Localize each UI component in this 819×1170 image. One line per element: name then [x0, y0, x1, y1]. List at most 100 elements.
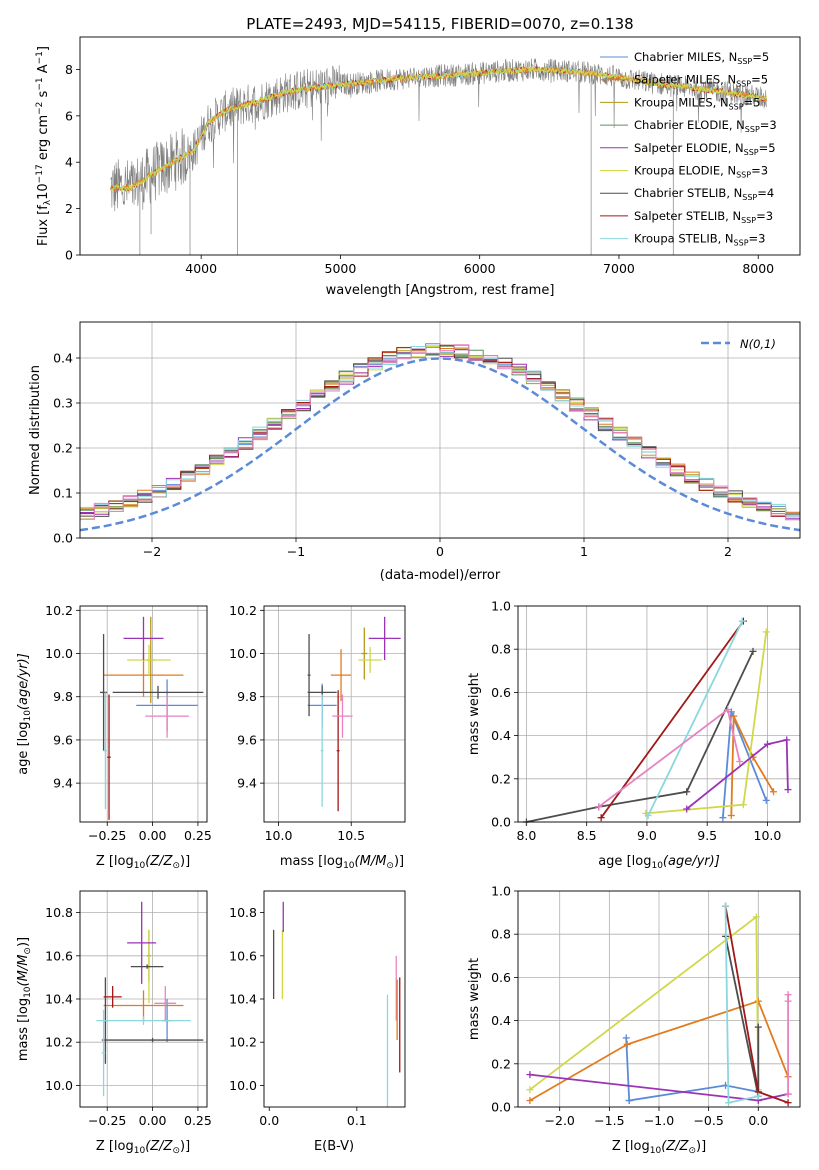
age-vs-mass-grid	[264, 606, 405, 822]
mass-vs-EBV-y-tick-label: 10.0	[229, 1078, 257, 1093]
mass-vs-EBV-y-tick-label: 10.6	[229, 948, 257, 963]
age-vs-mass-y-tick-label: 10.0	[229, 646, 257, 661]
residual-plot-area: −2 −1 0 1 2 0.0 0.1 0.2 0.3 0.4	[53, 322, 800, 559]
spectrum-x-tick-label: 8000	[742, 261, 774, 276]
mass-vs-Z-y-tick-label: 10.8	[45, 905, 73, 920]
weight-vs-age-x-tick-label: 8.0	[516, 828, 536, 843]
weight-age-x-label: age [log10(age/yr)]	[598, 854, 720, 871]
legend-label: Kroupa STELIB, NSSP=3	[634, 232, 765, 248]
weight-vs-age-y-tick-label: 0.4	[491, 728, 511, 743]
weight-vs-Z-lines	[526, 902, 792, 1107]
residuals-y-tick-label: 0.4	[53, 351, 73, 366]
legend-label: Salpeter MILES, NSSP=5	[634, 73, 768, 89]
residual-frame	[79, 321, 801, 539]
age-vs-Z-x-tick-label: 0.25	[184, 828, 212, 843]
weight-vs-age-y-tick-label: 0.0	[491, 815, 511, 830]
mass-vs-Z-points	[96, 901, 204, 1097]
mass-vs-extinction-panel: 0.0 0.1 10.0 10.2 10.4 10.6 10.8 E(B-V)	[229, 890, 406, 1154]
age-vs-Z-y-tick-label: 10.2	[45, 603, 73, 618]
age-vs-mass-y-tick-label: 9.6	[237, 732, 257, 747]
mass-Z-y-label: mass [log10(M/M⊙)]	[16, 937, 33, 1061]
mass-vs-EBV-y-tick-label: 10.8	[229, 905, 257, 920]
mass-Z-x-label: Z [log10(Z/Z⊙)]	[96, 1139, 190, 1156]
mass-vs-EBV-x-tick-label: 0.1	[347, 1113, 367, 1128]
legend-label: Chabrier STELIB, NSSP=4	[634, 186, 774, 202]
age-vs-Z-x-tick-label: 0.00	[139, 828, 167, 843]
spectrum-x-tick-label: 4000	[185, 261, 217, 276]
mass-EBV-frame	[263, 890, 406, 1108]
spectrum-y-tick-label: 8	[65, 62, 73, 77]
age-vs-Z-y-tick-label: 9.4	[53, 776, 73, 791]
residuals-y-tick-label: 0.2	[53, 441, 73, 456]
age-Z-x-label: Z [log10(Z/Z⊙)]	[96, 854, 190, 871]
weight-vs-age-x-tick-label: 9.5	[697, 828, 717, 843]
residuals-x-tick-label: 2	[724, 544, 732, 559]
age-vs-mass-x-tick-label: 10.0	[265, 828, 293, 843]
weight-vs-Z-y-tick-label: 0.8	[491, 927, 511, 942]
weight-line	[724, 936, 760, 1097]
residuals-y-tick-label: 0.1	[53, 486, 73, 501]
spectrum-frame	[79, 36, 801, 256]
residuals-y-tick-label: 0.3	[53, 396, 73, 411]
legend-label: Kroupa MILES, NSSP=5	[634, 95, 760, 111]
residual-histogram-step	[80, 344, 800, 521]
weight-vs-age-panel: 8.0 8.5 9.0 9.5 10.0 0.0 0.2 0.4 0.6 0.8 1.0 age […	[467, 599, 801, 871]
residual-histogram-panel: −2 −1 0 1 2 0.0 0.1 0.2 0.3 0.4 (data-model)/erro…	[28, 321, 801, 583]
weight-vs-age-y-tick-label: 1.0	[491, 599, 511, 614]
weight-vs-age-x-tick-label: 10.0	[754, 828, 782, 843]
age-vs-Z-y-tick-label: 9.6	[53, 732, 73, 747]
weight-vs-Z-y-tick-label: 0.6	[491, 970, 511, 985]
weight-vs-Z-y-tick-label: 0.4	[491, 1013, 511, 1028]
age-vs-mass-x-tick-label: 10.5	[337, 828, 365, 843]
weight-vs-Z-y-tick-label: 0.0	[491, 1100, 511, 1115]
residual-y-label: Normed distribution	[28, 365, 43, 495]
legend-label: Salpeter STELIB, NSSP=3	[634, 209, 773, 225]
spectrum-panel: PLATE=2493, MJD=54115, FIBERID=0070, z=0…	[35, 15, 801, 298]
weight-vs-age-x-tick-label: 8.5	[577, 828, 597, 843]
weight-line	[686, 738, 789, 810]
weight-vs-age-grid	[518, 605, 800, 823]
age-vs-Z-points	[99, 616, 204, 820]
weight-vs-Z-x-tick-label: 0.0	[748, 1113, 768, 1128]
mass-vs-Z-x-tick-label: −0.25	[88, 1113, 126, 1128]
mass-vs-EBV-y-tick-label: 10.2	[229, 1035, 257, 1050]
legend-label: Chabrier MILES, NSSP=5	[634, 50, 769, 66]
spectrum-plot-area: 4000 5000 6000 7000 8000 0 2 4 6 8	[65, 58, 774, 276]
legend-label: Kroupa ELODIE, NSSP=3	[634, 164, 768, 180]
spectrum-y-tick-label: 4	[65, 155, 73, 170]
legend-label: Chabrier ELODIE, NSSP=3	[634, 118, 777, 134]
mass-vs-EBV-x-tick-label: 0.0	[259, 1113, 279, 1128]
spectrum-x-label: wavelength [Angstrom, rest frame]	[326, 283, 555, 298]
residuals-x-tick-label: 1	[580, 544, 588, 559]
mass-vs-Z-y-tick-label: 10.4	[45, 992, 73, 1007]
spectrum-y-tick-label: 0	[65, 248, 73, 263]
residual-legend: N(0,1)	[701, 337, 776, 351]
residuals-y-tick-label: 0.0	[53, 531, 73, 546]
spectrum-y-label: Flux [fλ10−17 erg cm−2 s−1 A−1]	[35, 46, 53, 246]
spectrum-x-tick-label: 7000	[603, 261, 635, 276]
spectrum-x-tick-label: 5000	[325, 261, 357, 276]
residuals-x-tick-label: −1	[287, 544, 305, 559]
mass-vs-metallicity-panel: −0.25 0.00 0.25 10.0 10.2 10.4 10.6 10.8 Z [log…	[16, 890, 212, 1156]
weight-Z-y-label: mass weight	[467, 958, 482, 1040]
weight-vs-Z-y-tick-label: 1.0	[491, 884, 511, 899]
residual-x-label: (data-model)/error	[380, 568, 501, 583]
age-vs-Z-y-tick-label: 9.8	[53, 689, 73, 704]
age-Z-y-label: age [log10(age/yr)]	[16, 653, 33, 775]
weight-line	[645, 631, 768, 815]
weight-vs-Z-x-tick-label: −1.0	[644, 1113, 674, 1128]
weight-vs-Z-x-tick-label: −2.0	[545, 1113, 575, 1128]
age-vs-Z-y-tick-label: 10.0	[45, 646, 73, 661]
weight-line	[647, 620, 744, 816]
weight-line	[625, 1037, 631, 1101]
weight-Z-x-label: Z [log10(Z/Z⊙)]	[612, 1139, 706, 1156]
age-Z-frame	[79, 605, 208, 823]
spectrum-model-line	[110, 65, 767, 192]
legend-label: Salpeter ELODIE, NSSP=5	[634, 141, 776, 157]
age-vs-mass-y-tick-label: 10.2	[229, 603, 257, 618]
weight-vs-age-lines	[522, 617, 792, 826]
weight-vs-Z-x-tick-label: −1.5	[594, 1113, 624, 1128]
weight-Z-plot-area: −2.0 −1.5 −1.0 −0.5 0.0 0.0 0.2 0.4 0.6 0.8 1.0	[491, 884, 800, 1128]
residuals-x-tick-label: 0	[436, 544, 444, 559]
